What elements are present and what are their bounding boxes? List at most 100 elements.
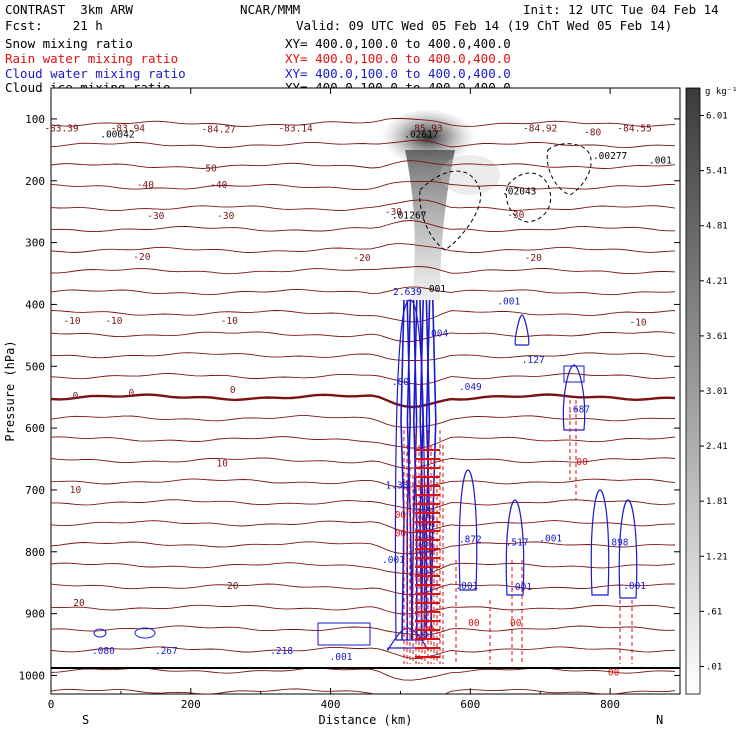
temperature-label: -30 (147, 211, 164, 222)
temperature-label: 0 (230, 385, 236, 396)
temperature-label: -84.92 (523, 123, 557, 134)
maximum-label: .004 (425, 329, 448, 340)
temperature-isoline (51, 199, 676, 212)
maximum-label: .001 (509, 582, 532, 593)
temperature-isoline (51, 139, 676, 149)
temperature-isoline (51, 181, 676, 191)
cloud-ice-contour (505, 172, 552, 223)
y-tick-label: 200 (25, 175, 45, 188)
temperature-isoline (51, 604, 676, 615)
cloud-water-contour (618, 499, 638, 599)
temperature-isoline (51, 160, 676, 169)
maximum-label: .898 (606, 538, 629, 549)
temperature-isoline (51, 266, 676, 275)
temperature-label: 20 (227, 581, 239, 592)
temperature-isoline (51, 499, 676, 511)
temperature-isoline (51, 457, 676, 469)
colorbar-unit: g kg⁻¹ (705, 87, 738, 97)
maximum-label: .00 (392, 377, 409, 388)
y-tick-label: 100 (25, 113, 45, 126)
maximum-label: .001 (623, 581, 646, 592)
cloud-water-contour (134, 627, 156, 639)
maximum-label: .127 (522, 355, 545, 366)
maximum-label: .080 (92, 646, 115, 657)
y-tick-label: 500 (25, 360, 45, 373)
maximum-label: .00042 (100, 129, 134, 140)
organization-label: NCAR/MMM (240, 2, 301, 17)
cloud-ice-contour (546, 143, 592, 196)
colorbar-level: 3.61 (706, 332, 728, 342)
colorbar-level: 3.01 (706, 387, 728, 397)
colorbar-level: 6.01 (706, 112, 728, 122)
colorbar-level: .61 (706, 607, 722, 617)
maximum-label: .00277 (593, 151, 627, 162)
temperature-label: 0 (129, 388, 135, 399)
cloud-ice-contour (419, 170, 482, 251)
temperature-label: 85.93 (414, 123, 443, 134)
y-tick-label: 800 (25, 546, 45, 559)
temperature-isoline (51, 220, 675, 233)
cloud-water-contour (458, 469, 478, 591)
temperature-label: -10 (629, 317, 646, 328)
field-xy-cloudwater: XY= 400.0,100.0 to 400.0,400.0 (285, 66, 511, 81)
hydrometeor-contours (93, 143, 638, 664)
maximum-label: 00 (468, 618, 480, 629)
maximum-label: .001 (649, 155, 672, 166)
cloud-water-contour (563, 365, 585, 383)
temperature-label: -40 (137, 180, 154, 191)
temperature-isoline (51, 562, 676, 575)
x-tick-label: 0 (48, 698, 55, 711)
temperature-label: -30 (507, 210, 524, 221)
field-xy-rain: XY= 400.0,100.0 to 400.0,400.0 (285, 51, 511, 66)
temperature-label: -83.39 (44, 123, 79, 134)
field-xy-snow: XY= 400.0,100.0 to 400.0,400.0 (285, 36, 511, 51)
temperature-isoline (51, 541, 676, 555)
maximum-label: .872 (459, 535, 482, 546)
maximum-label: 2.639 (393, 287, 422, 298)
x-tick-label: 800 (600, 698, 620, 711)
field-name-snow: Snow mixing ratio (5, 36, 133, 51)
temperature-label: -83.94 (111, 123, 146, 134)
temperature-isoline (51, 393, 676, 409)
temperature-isoline (51, 286, 676, 296)
y-tick-label: 400 (25, 298, 45, 311)
contour-labels: -83.39 -83.94 -84.27 -83.14 85.93 -84.92 -80 -8… (44, 123, 672, 678)
temperature-label: -40 (210, 180, 227, 191)
temperature-isoline (51, 478, 676, 488)
y-tick-label: 300 (25, 237, 45, 250)
maximum-label: 00 (576, 457, 588, 468)
cloud-water-core (412, 299, 418, 640)
forecast-hour: Fcst: 21 h (5, 18, 103, 33)
maximum-label: 267 (409, 210, 426, 221)
temperature-label: -80 (584, 128, 601, 139)
temperature-isoline (51, 373, 676, 385)
cloud-water-contour (562, 364, 586, 431)
temperature-label: -20 (353, 253, 370, 264)
cloud-water-core (400, 299, 405, 641)
field-name-cloudwater: Cloud water mixing ratio (5, 66, 186, 81)
valid-time: Valid: 09 UTC Wed 05 Feb 14 (19 ChT Wed … (296, 18, 673, 33)
snow-shading-plume (405, 150, 455, 300)
temperature-label: -10 (63, 316, 80, 327)
temperature-label: 10 (70, 485, 82, 496)
colorbar-level: 1.81 (706, 497, 728, 507)
temperature-isolines (51, 117, 676, 694)
x-axis-title: Distance (km) (319, 713, 413, 727)
maximum-label: .02043 (502, 186, 536, 197)
maximum-label: 00 (395, 510, 407, 521)
colorbar-level: 4.81 (706, 222, 728, 232)
temperature-label: -10 (105, 316, 122, 327)
temperature-isoline (51, 117, 676, 127)
maximum-label: 00 (510, 618, 522, 629)
temperature-isoline (51, 436, 676, 449)
colorbar-level: .01 (706, 662, 722, 672)
temperature-label: -84.55 (617, 123, 651, 134)
y-axis-title: Pressure (hPa) (3, 340, 17, 441)
maximum-label: .001 (497, 296, 520, 307)
x-tick-label: 400 (321, 698, 341, 711)
temperature-label: -50 (200, 163, 217, 174)
maximum-label: .687 (567, 405, 590, 416)
south-label: S (82, 713, 89, 727)
